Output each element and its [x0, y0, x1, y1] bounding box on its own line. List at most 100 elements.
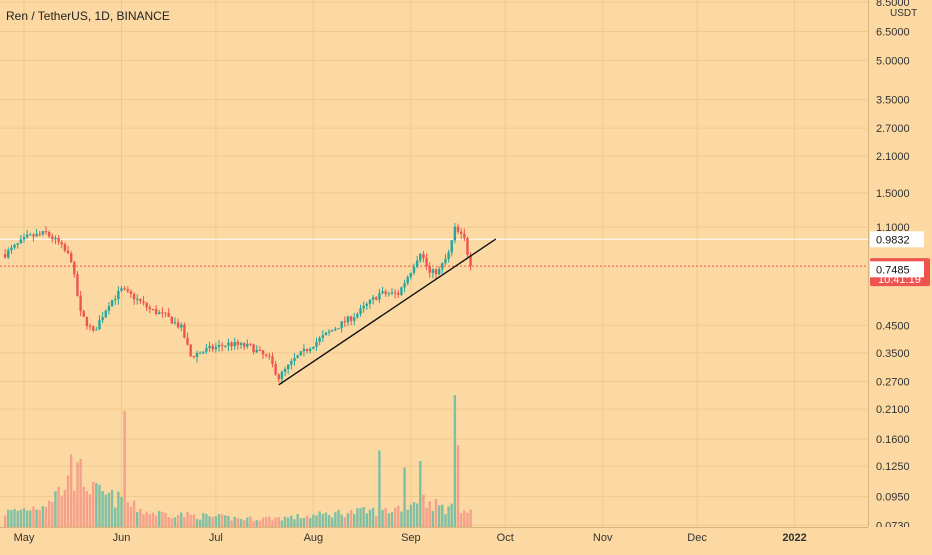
volume-bar: [450, 503, 453, 527]
volume-bar: [170, 518, 174, 527]
candle-body: [371, 297, 375, 300]
candle-body: [353, 317, 356, 321]
volume-bar: [227, 516, 230, 527]
candle-body: [299, 351, 302, 356]
volume-bar: [233, 516, 236, 527]
candle-body: [327, 331, 331, 333]
volume-bar: [35, 509, 38, 527]
volume-bar: [412, 502, 416, 527]
symbol-title[interactable]: Ren / TetherUS, 1D, BINANCE: [6, 9, 170, 23]
candle-body: [331, 330, 334, 332]
price-label-box: [870, 261, 924, 278]
volume-bar: [126, 502, 129, 527]
volume-bar: [290, 515, 293, 527]
volume-bar: [252, 521, 255, 527]
x-tick-label: Jul: [209, 532, 223, 544]
volume-bar: [117, 491, 120, 527]
candle-body: [378, 293, 381, 300]
volume-bar: [409, 504, 413, 527]
volume-bar: [441, 504, 444, 527]
volume-bar: [145, 511, 148, 527]
candle-body: [29, 234, 32, 236]
volume-bar: [466, 512, 469, 527]
candle-body: [142, 301, 145, 303]
volume-bar: [217, 514, 221, 527]
candle-body: [425, 258, 428, 267]
volume-bar: [431, 510, 435, 527]
candle-body: [381, 291, 384, 294]
volume-bar: [331, 517, 334, 527]
candle-body: [107, 306, 111, 311]
candle-body: [428, 266, 431, 273]
trendline-layer[interactable]: [278, 238, 497, 386]
candle-body: [98, 320, 101, 330]
candle-body: [249, 343, 252, 345]
volume-bar: [249, 516, 252, 527]
candle-body: [79, 295, 82, 312]
volume-bar: [353, 513, 356, 527]
candle-body: [7, 250, 10, 258]
candle-body: [211, 345, 214, 350]
candle-body: [412, 266, 416, 273]
candle-body: [13, 244, 16, 248]
candle-body: [170, 316, 174, 324]
candle-body: [22, 237, 26, 240]
candle-body: [453, 226, 457, 241]
y-tick-label: 8.5000: [876, 0, 910, 9]
volume-bar: [142, 514, 145, 527]
candle-body: [35, 233, 38, 237]
candle-body: [16, 243, 19, 245]
candle-body: [450, 240, 453, 253]
candle-body: [85, 316, 89, 327]
volume-bar: [283, 516, 287, 527]
candle-body: [176, 322, 180, 328]
candle-body: [208, 345, 211, 349]
volume-bar: [434, 498, 438, 527]
trendline[interactable]: [278, 238, 497, 386]
candle-body: [224, 345, 227, 347]
candle-body: [158, 312, 161, 314]
volume-bar: [305, 515, 309, 527]
volume-bar: [463, 510, 466, 527]
time-axis[interactable]: May Jun Jul Aug Sep Oct Nov Dec 2022: [0, 527, 932, 550]
volume-bar: [136, 512, 139, 527]
volume-bar: [415, 503, 419, 527]
volume-bar: [261, 517, 265, 527]
y-tick-label: 1.5000: [876, 188, 910, 200]
volume-bar: [362, 506, 365, 527]
volume-bar: [406, 509, 409, 527]
candle-body: [227, 342, 230, 346]
volume-bar: [44, 507, 48, 527]
volume-bar: [183, 517, 186, 527]
candle-body: [220, 344, 224, 346]
candle-body: [66, 250, 70, 254]
volume-bar: [25, 510, 29, 527]
candle-body: [114, 299, 117, 301]
volume-bar: [397, 505, 400, 527]
volume-bar: [318, 511, 321, 527]
candle-body: [236, 342, 240, 345]
horizontal-lines[interactable]: [0, 238, 868, 267]
candle-body: [25, 234, 29, 238]
candle-body: [242, 343, 246, 347]
volume-bar: [176, 514, 180, 527]
candle-body: [95, 329, 98, 331]
volume-bar: [120, 496, 123, 527]
volume-bar: [444, 513, 447, 527]
candle-body: [117, 290, 120, 300]
x-tick-label: 2022: [782, 532, 806, 544]
candle-body: [447, 252, 450, 260]
price-label: 0.7485: [876, 264, 910, 276]
volume-bar: [447, 506, 450, 527]
candle-body: [154, 309, 158, 314]
candle-body: [271, 356, 274, 365]
volume-bar: [32, 506, 35, 527]
candle-body: [390, 292, 394, 294]
candle-body: [173, 322, 177, 324]
candle-body: [415, 260, 419, 267]
candle-body: [463, 233, 466, 239]
candle-body: [346, 316, 350, 323]
candle-body: [54, 237, 57, 240]
